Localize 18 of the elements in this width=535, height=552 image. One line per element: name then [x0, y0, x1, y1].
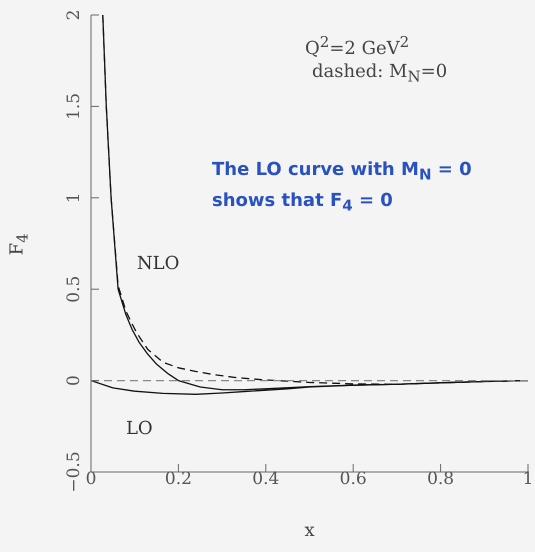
y-tick-label: 1.5 [64, 92, 84, 120]
annotation: dashed: M$_{N}$=0 [312, 60, 448, 88]
y-tick-label: −0.5 [64, 451, 84, 493]
y-tick-label: 0 [64, 375, 84, 386]
text: The LO curve with M$_{N}$ = 0 shows that F$_{4}$ = 0 [212, 159, 472, 214]
annotation: Q$^{2}$=2 GeV$^{2}$ [305, 33, 410, 59]
x-tick-label: 0 [86, 469, 96, 489]
y-tick-label: 0.5 [64, 276, 84, 303]
y-tick-label: 2 [64, 10, 84, 20]
x-tick-label: 0.2 [164, 469, 192, 489]
x-tick-label: 0.6 [340, 469, 367, 489]
x-tick-label: 0.4 [252, 469, 280, 489]
series-label: LO [126, 418, 153, 439]
x-axis-title: x [304, 520, 315, 541]
y-tick-label: 1 [64, 192, 84, 204]
x-tick-label: 0.8 [427, 469, 454, 489]
series-label: NLO [136, 253, 180, 274]
x-tick-label: 1 [522, 469, 534, 489]
